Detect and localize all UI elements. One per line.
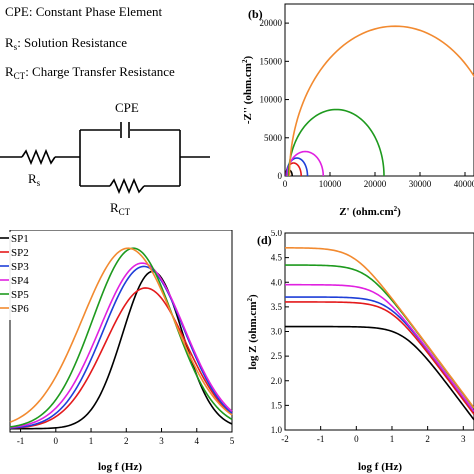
series-sp5-line [285, 264, 474, 409]
legend-entry: SP3 [11, 261, 29, 273]
series-sp6-line [288, 25, 474, 176]
x-tick-label: 1 [390, 434, 395, 444]
equivalent-circuit-panel: CPE: Constant Phase Element Rs: Solution… [0, 4, 210, 217]
legend-entry: SP4 [11, 275, 29, 287]
series-sp6-line [9, 247, 233, 423]
x-tick-label: 2 [425, 434, 430, 444]
x-tick-label: 40000 [454, 179, 474, 189]
x-tick-label: 4 [195, 436, 200, 446]
y-tick-label: 20000 [260, 18, 283, 28]
series-sp4-line [9, 262, 233, 429]
x-tick-label: 10000 [319, 179, 342, 189]
rs-resistor [21, 148, 56, 166]
x-tick-label: -2 [281, 434, 289, 444]
y-tick-label: 15000 [260, 56, 283, 66]
rct-resistor [109, 177, 145, 195]
x-tick-label: 0 [354, 434, 359, 444]
legend-entry: SP1 [11, 233, 29, 245]
x-tick-label: 2 [124, 436, 129, 446]
x-axis-label: Z' (ohm.cm2) [339, 205, 401, 218]
bode-magnitude-chart: (d) -2 -1 0 1 2 3 1.0 1.5 2.0 2.5 3.0 3.5 4.0 4.5 5.0… [246, 230, 474, 473]
x-tick-label: 5 [230, 436, 235, 446]
legend-entry: SP6 [11, 303, 29, 315]
series-sp3-line [9, 265, 233, 429]
x-tick-label: 30000 [409, 179, 432, 189]
bode-phase-chart: -1 0 1 2 3 4 5 SP1 SP2 SP3 SP4 SP5 SP6 log f (Hz) [0, 230, 235, 473]
y-tick-label: 4.5 [271, 253, 283, 263]
x-tick-label: -1 [317, 434, 325, 444]
y-tick-label: 2.0 [271, 376, 283, 386]
x-tick-label: 1 [89, 436, 94, 446]
x-axis-label: log f (Hz) [358, 461, 402, 473]
cpe-label: CPE [115, 100, 139, 115]
plot-frame [284, 3, 474, 177]
plot-frame [284, 232, 474, 431]
series-sp2-line [285, 301, 474, 415]
series-sp3-line [285, 296, 474, 413]
circuit-diagram [0, 122, 210, 195]
legend-entry: SP5 [11, 289, 29, 301]
y-tick-label: 0 [278, 171, 283, 181]
panel-label-d: (d) [257, 233, 272, 247]
y-tick-label: 5.0 [271, 230, 283, 238]
y-tick-label: 1.5 [271, 400, 283, 410]
nyquist-chart: (b) 0 10000 20000 30000 40000 0 5000 10000 1500… [241, 3, 474, 218]
x-tick-label: 3 [461, 434, 466, 444]
series-sp6-line [285, 247, 474, 409]
y-tick-label: 3.0 [271, 327, 283, 337]
rs-definition: Rs: Solution Resistance [5, 35, 127, 52]
x-axis-label: log f (Hz) [98, 461, 142, 473]
y-axis-label: -Z'' (ohm.cm2) [241, 56, 254, 125]
y-tick-label: 2.5 [271, 351, 283, 361]
rs-label: Rs [28, 171, 41, 188]
y-axis-label: log Z (ohm.cm2) [246, 294, 259, 370]
y-tick-label: 10000 [260, 95, 283, 105]
x-tick-label: -1 [17, 436, 25, 446]
plot-frame [9, 230, 233, 433]
panel-label-b: (b) [248, 7, 263, 21]
series-sp1-line [10, 270, 233, 430]
y-tick-label: 3.5 [271, 302, 283, 312]
x-tick-label: 0 [283, 179, 288, 189]
x-tick-label: 0 [54, 436, 59, 446]
y-tick-label: 5000 [264, 133, 283, 143]
legend-box [0, 232, 42, 320]
x-tick-label: 3 [159, 436, 164, 446]
series-sp4-line [285, 283, 474, 412]
series-sp1-line [285, 325, 474, 421]
y-tick-label: 4.0 [271, 277, 283, 287]
x-tick-label: 20000 [364, 179, 387, 189]
y-tick-label: 1.0 [271, 425, 283, 435]
series-sp5-line [9, 247, 233, 428]
series-sp2-line [9, 287, 233, 429]
legend-entry: SP2 [11, 247, 29, 259]
series-sp5-line [287, 108, 385, 176]
rct-label: RCT [110, 200, 131, 217]
cpe-definition: CPE: Constant Phase Element [5, 4, 162, 19]
rct-definition: RCT: Charge Transfer Resistance [5, 64, 175, 81]
